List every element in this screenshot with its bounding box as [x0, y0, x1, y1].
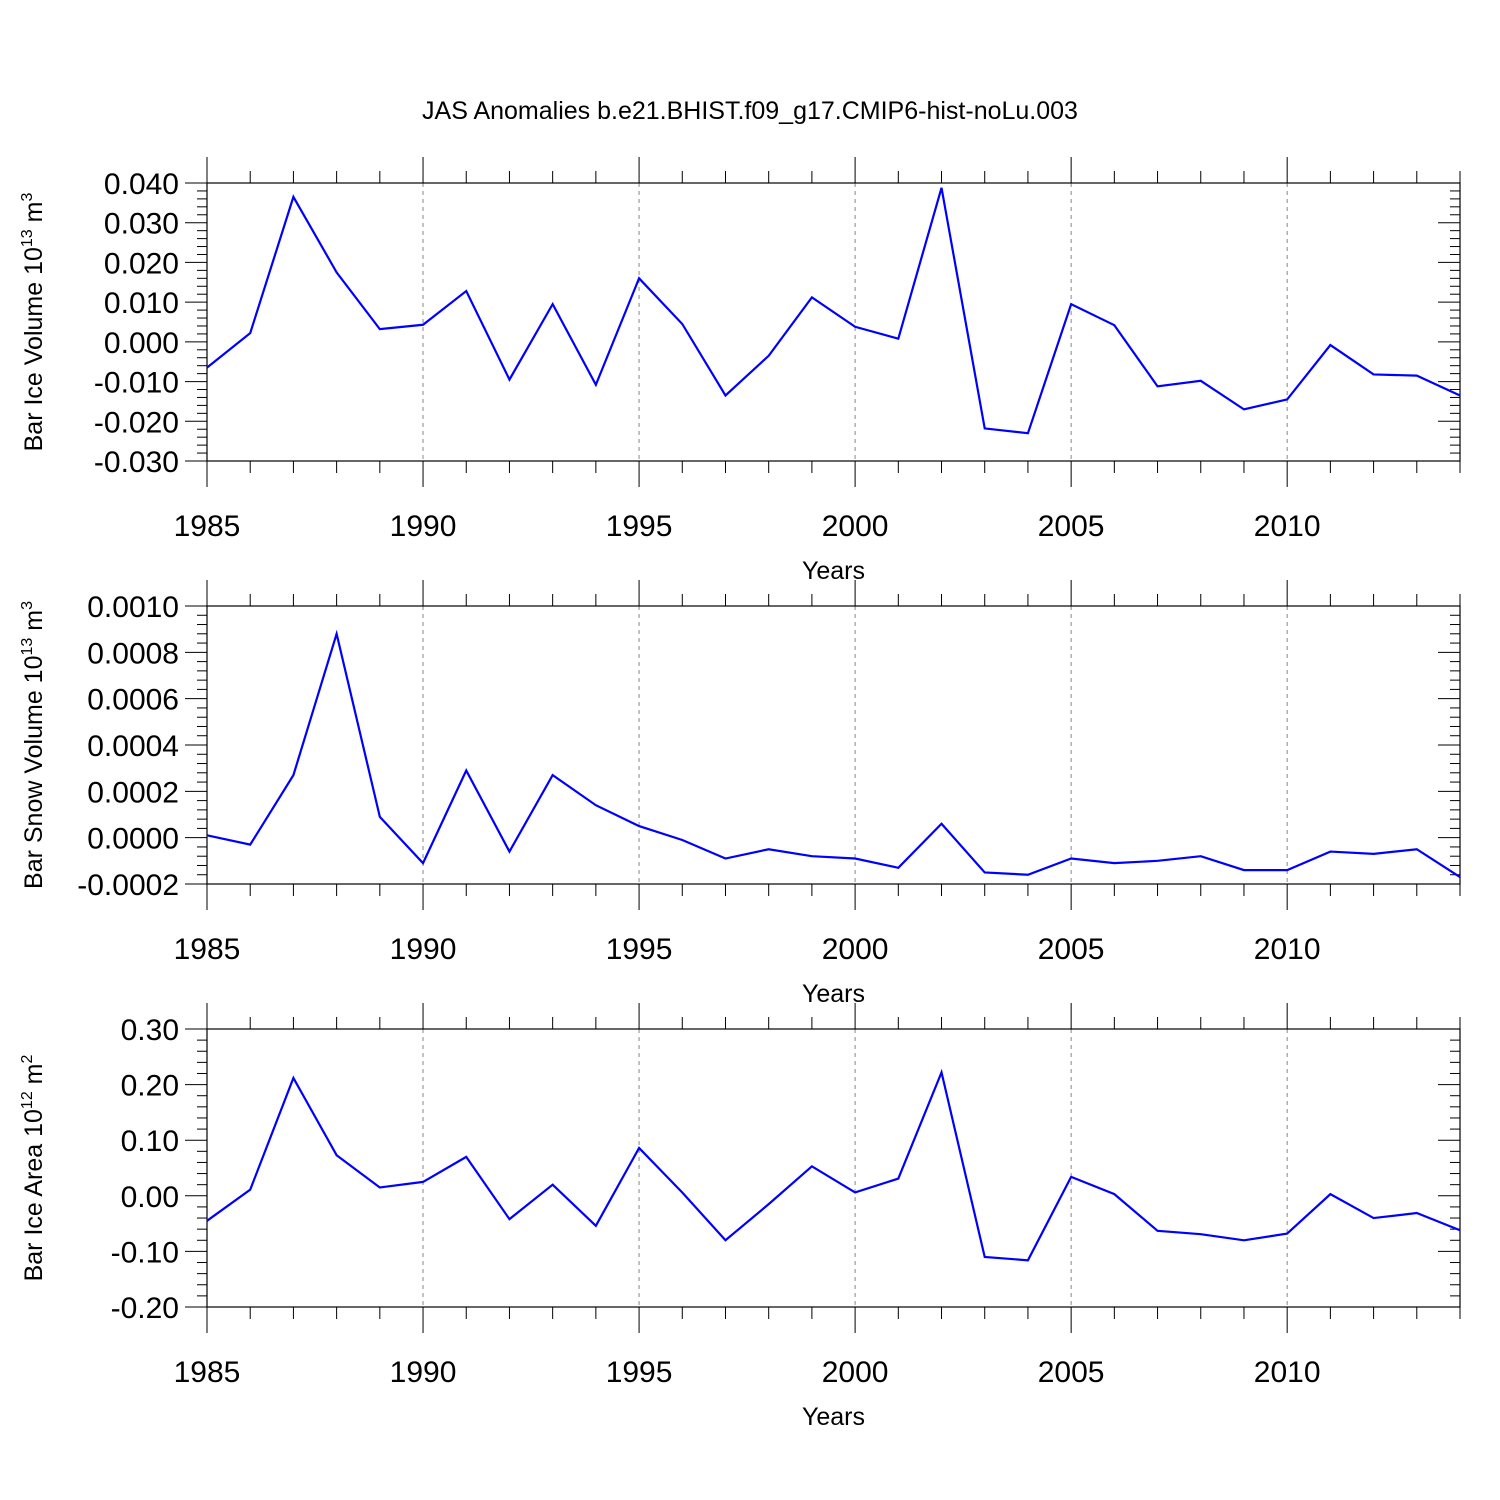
y-tick-label: -0.0002	[77, 869, 179, 902]
x-axis-label: Years	[802, 980, 865, 1008]
y-tick-label: 0.0010	[87, 591, 179, 624]
plot-frame	[206, 182, 1461, 462]
y-tick-label: 0.0008	[87, 637, 179, 670]
x-tick-label-1990: 1990	[390, 1356, 457, 1389]
y-axis-label: Bar Ice Area 1012 m2	[19, 1055, 48, 1282]
y-tick-label: 0.0006	[87, 684, 179, 717]
y-tick-label: 0.000	[104, 327, 179, 360]
y-tick-label: 0.0004	[87, 730, 179, 763]
y-axis-label: Bar Snow Volume 1013 m3	[19, 601, 48, 889]
series-line-ice-volume	[206, 187, 1461, 435]
x-axis-label: Years	[802, 1403, 865, 1431]
x-tick-label-1990: 1990	[390, 933, 457, 966]
x-axis-label: Years	[802, 557, 865, 585]
x-tick-label-1995: 1995	[606, 1356, 673, 1389]
chart-panels: -0.030 -0.020 -0.010 0.000 0.010 0.020 0.030 0.…	[19, 157, 1461, 1431]
y-tick-label: -0.010	[94, 367, 179, 400]
y-tick-label: 0.00	[121, 1181, 179, 1214]
x-tick-label-2005: 2005	[1038, 1356, 1105, 1389]
series-line-ice-area	[206, 1068, 1461, 1262]
x-tick-label-2000: 2000	[822, 1356, 889, 1389]
y-tick-label: -0.020	[94, 406, 179, 439]
x-tick-label-2000: 2000	[822, 933, 889, 966]
y-tick-label: 0.30	[121, 1014, 179, 1047]
y-tick-label: 0.20	[121, 1070, 179, 1103]
y-tick-label: 0.0000	[87, 823, 179, 856]
chart-panel-snow-volume: -0.0002 0.0000 0.0002 0.0004 0.0006 0.0008 0.0…	[19, 580, 1461, 1008]
x-tick-label-2005: 2005	[1038, 510, 1105, 543]
y-tick-label: 0.040	[104, 168, 179, 201]
x-tick-label-1985: 1985	[174, 933, 241, 966]
y-tick-label: -0.030	[94, 446, 179, 479]
x-tick-label-1990: 1990	[390, 510, 457, 543]
series-line-snow-volume	[206, 629, 1461, 878]
x-tick-label-1985: 1985	[174, 510, 241, 543]
y-tick-label: 0.010	[104, 287, 179, 320]
x-tick-label-1995: 1995	[606, 933, 673, 966]
x-tick-label-1995: 1995	[606, 510, 673, 543]
chart-panel-ice-volume: -0.030 -0.020 -0.010 0.000 0.010 0.020 0.030 0.…	[19, 157, 1461, 585]
x-tick-label-2010: 2010	[1254, 510, 1321, 543]
y-tick-label: 0.10	[121, 1125, 179, 1158]
x-tick-label-1985: 1985	[174, 1356, 241, 1389]
x-tick-label-2010: 2010	[1254, 933, 1321, 966]
x-tick-label-2010: 2010	[1254, 1356, 1321, 1389]
chart-panel-ice-area: -0.20 -0.10 0.00 0.10 0.20 0.30 1985 1990 1995 20…	[19, 1003, 1461, 1431]
plot-frame	[206, 605, 1461, 885]
x-tick-label-2000: 2000	[822, 510, 889, 543]
figure-title: JAS Anomalies b.e21.BHIST.f09_g17.CMIP6-…	[422, 97, 1078, 125]
y-tick-label: 0.020	[104, 247, 179, 280]
x-tick-label-2005: 2005	[1038, 933, 1105, 966]
y-axis-label: Bar Ice Volume 1013 m3	[19, 193, 48, 452]
plot-frame	[206, 1028, 1461, 1308]
y-tick-label: 0.030	[104, 208, 179, 241]
y-tick-label: -0.20	[111, 1292, 179, 1325]
y-tick-label: -0.10	[111, 1236, 179, 1269]
y-tick-label: 0.0002	[87, 776, 179, 809]
